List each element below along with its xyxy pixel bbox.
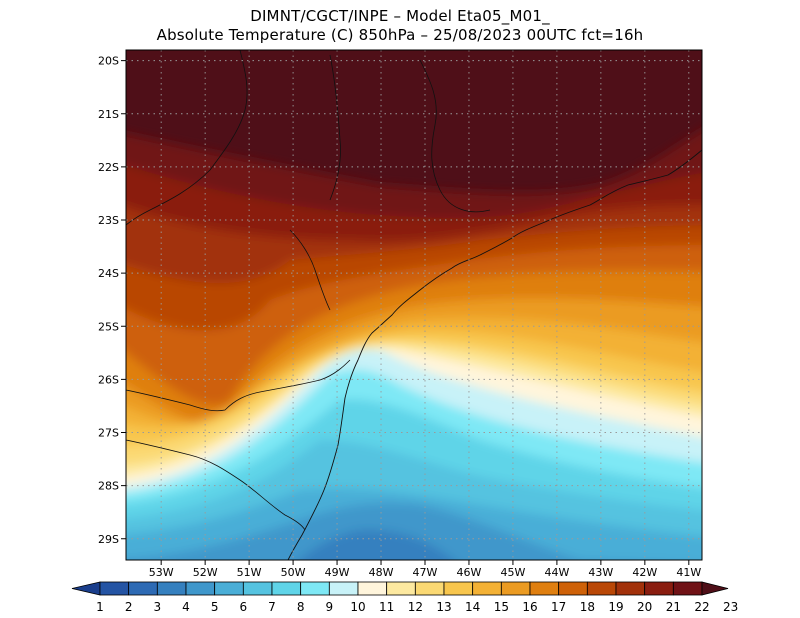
colorbar-swatch: [500, 581, 531, 596]
lat-tick-label: 24S: [98, 267, 119, 280]
colorbar-label: 16: [522, 600, 537, 614]
lon-tick-label: 48W: [369, 566, 394, 579]
lon-tick-label: 49W: [325, 566, 350, 579]
colorbar-label: 6: [240, 600, 248, 614]
colorbar-swatch: [128, 581, 158, 596]
colorbar-label: 21: [666, 600, 681, 614]
colorbar-swatch: [414, 581, 445, 596]
colorbar-label: 8: [297, 600, 305, 614]
band-4: [299, 529, 454, 560]
colorbar-label: 22: [694, 600, 709, 614]
colorbar-label: 12: [408, 600, 423, 614]
colorbar-label: 23: [723, 600, 738, 614]
lat-tick-label: 26S: [98, 373, 119, 386]
colorbar-label: 18: [580, 600, 595, 614]
colorbar-swatch: [300, 581, 330, 596]
colorbar-swatch: [185, 581, 216, 596]
state-borders: [126, 50, 491, 531]
longitude-axis: 53W 52W 51W 50W 49W 48W 47W 46W 45W 44W 43W 42W 41W: [149, 560, 701, 579]
colorbar-label: 2: [125, 600, 133, 614]
lon-tick-label: 44W: [544, 566, 569, 579]
lat-tick-label: 22S: [98, 161, 119, 174]
lon-tick-label: 45W: [500, 566, 525, 579]
lat-tick-label: 21S: [98, 108, 119, 121]
lon-tick-label: 50W: [281, 566, 306, 579]
chart-title: DIMNT/CGCT/INPE – Model Eta05_M01_: [250, 7, 550, 25]
colorbar-swatch: [529, 581, 560, 596]
colorbar-label: 11: [379, 600, 394, 614]
colorbar-label: 10: [350, 600, 365, 614]
colorbar-swatch: [271, 581, 302, 596]
colorbar-label: 19: [608, 600, 623, 614]
colorbar-swatch: [386, 581, 416, 596]
colorbar-swatch: [558, 581, 588, 596]
colorbar-label: 1: [96, 600, 104, 614]
lat-tick-label: 28S: [98, 480, 119, 493]
colorbar-label: 4: [182, 600, 190, 614]
colorbar-label: 15: [494, 600, 509, 614]
lon-tick-label: 46W: [457, 566, 482, 579]
colorbar: 1 2 3 4 5 6 7 8 9 10 11 12 13 14 15 16 17 18 19 20 21 22 23: [71, 581, 738, 614]
colorbar-swatch: [443, 581, 474, 596]
lon-tick-label: 53W: [149, 566, 174, 579]
temperature-field: [126, 50, 702, 560]
lon-tick-label: 47W: [413, 566, 438, 579]
lon-tick-label: 52W: [193, 566, 218, 579]
colorbar-swatch: [472, 581, 502, 596]
lon-tick-label: 43W: [588, 566, 613, 579]
colorbar-label: 5: [211, 600, 219, 614]
lat-tick-label: 25S: [98, 320, 119, 333]
colorbar-swatch: [357, 581, 388, 596]
latitude-axis: 20S 21S 22S 23S 24S 25S 26S 27S 28S 29S: [98, 55, 126, 546]
colorbar-label: 3: [154, 600, 162, 614]
colorbar-label: 13: [436, 600, 451, 614]
lat-tick-label: 23S: [98, 214, 119, 227]
map-frame: [125, 49, 703, 561]
lon-tick-label: 42W: [632, 566, 657, 579]
colorbar-swatch: [672, 581, 703, 596]
colorbar-label: 14: [465, 600, 480, 614]
lat-tick-label: 27S: [98, 427, 119, 440]
colorbar-swatch: [156, 581, 187, 596]
colorbar-arrow-min: [71, 581, 101, 596]
colorbar-swatch: [242, 581, 273, 596]
colorbar-label: 20: [637, 600, 652, 614]
coastline: [287, 149, 702, 560]
colorbar-swatch: [328, 581, 359, 596]
lon-tick-label: 41W: [676, 566, 701, 579]
chart-subtitle: Absolute Temperature (C) 850hPa – 25/08/…: [156, 26, 644, 44]
colorbar-label: 7: [268, 600, 276, 614]
colorbar-swatch: [586, 581, 617, 596]
colorbar-swatch: [615, 581, 646, 596]
graticule: [126, 50, 702, 560]
colorbar-label: 17: [551, 600, 566, 614]
lon-tick-label: 51W: [237, 566, 262, 579]
colorbar-label: 9: [326, 600, 334, 614]
lat-tick-label: 29S: [98, 533, 119, 546]
lat-tick-label: 20S: [98, 55, 119, 68]
colorbar-swatch: [99, 581, 130, 596]
colorbar-arrow-max: [701, 581, 729, 596]
colorbar-swatch: [644, 581, 674, 596]
colorbar-swatch: [214, 581, 244, 596]
